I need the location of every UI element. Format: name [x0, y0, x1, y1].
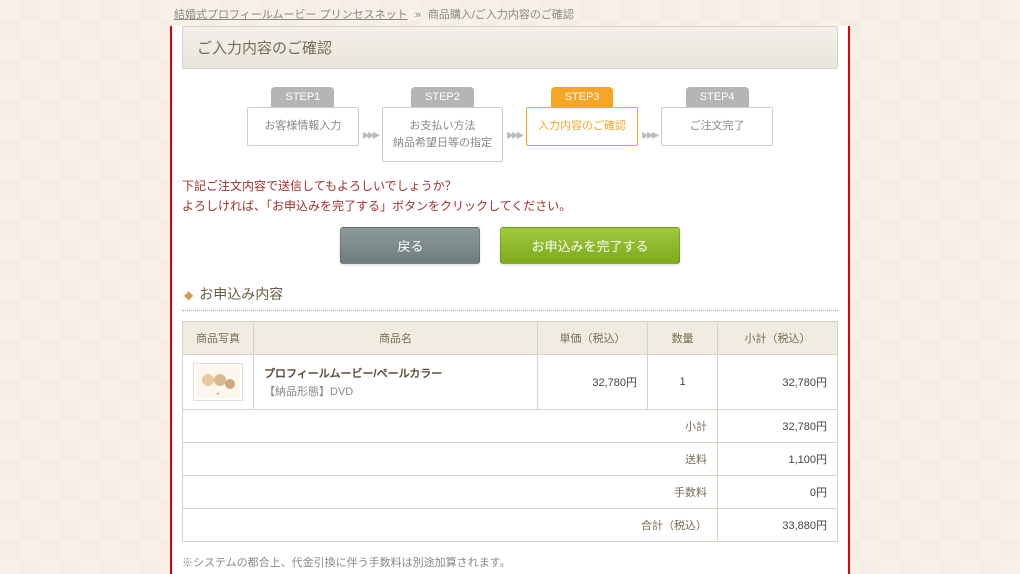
- product-sub: 【納品形態】DVD: [264, 383, 527, 399]
- step-arrow-icon: ▸▸▸: [642, 126, 657, 143]
- step-indicator: STEP1お客様情報入力 ▸▸▸ STEP2お支払い方法納品希望日等の指定 ▸▸▸ ST…: [182, 87, 838, 162]
- step-box: お客様情報入力: [247, 107, 359, 146]
- page-title: ご入力内容のご確認: [182, 26, 838, 69]
- summary-value: 33,880円: [718, 508, 838, 541]
- breadcrumb-home-link[interactable]: 結婚式プロフィールムービー プリンセスネット: [174, 9, 408, 21]
- submit-button[interactable]: お申込みを完了する: [500, 227, 679, 264]
- order-note: ※システムの都合上、代金引換に伴う手数料は別途加算されます。: [182, 554, 838, 570]
- step-arrow-icon: ▸▸▸: [507, 126, 522, 143]
- step-tab: STEP3: [551, 87, 614, 107]
- step-tab: STEP1: [271, 87, 334, 107]
- step-4: STEP4ご注文完了: [661, 87, 773, 146]
- order-header-photo: 商品写真: [183, 321, 254, 354]
- step-arrow-icon: ▸▸▸: [363, 126, 378, 143]
- summary-label: 送料: [183, 442, 718, 475]
- step-box: お支払い方法納品希望日等の指定: [382, 107, 503, 162]
- summary-row: 手数料0円: [183, 475, 838, 508]
- summary-value: 0円: [718, 475, 838, 508]
- step-1: STEP1お客様情報入力: [247, 87, 359, 146]
- instruction-line2: よろしければ、「お申込みを完了する」ボタンをクリックしてください。: [182, 196, 838, 216]
- step-box: 入力内容のご確認: [526, 107, 638, 146]
- summary-row: 小計32,780円: [183, 409, 838, 442]
- back-button[interactable]: 戻る: [340, 227, 480, 264]
- page-container: ご入力内容のご確認 STEP1お客様情報入力 ▸▸▸ STEP2お支払い方法納品希望…: [170, 26, 850, 574]
- breadcrumb-sep: »: [415, 9, 421, 21]
- order-table: 商品写真 商品名 単価（税込） 数量 小計（税込） ♥ プロフィールムービー/ペー…: [182, 321, 838, 542]
- breadcrumb: 結婚式プロフィールムービー プリンセスネット » 商品購入/ご入力内容のご確認: [170, 0, 850, 26]
- order-header-unit: 単価（税込）: [538, 321, 648, 354]
- summary-row: 送料1,100円: [183, 442, 838, 475]
- step-3: STEP3入力内容のご確認: [526, 87, 638, 146]
- summary-label: 合計（税込）: [183, 508, 718, 541]
- order-header-subtotal: 小計（税込）: [718, 321, 838, 354]
- quantity: 1: [648, 354, 718, 409]
- instruction-line1: 下記ご注文内容で送信してもよろしいでしょうか？: [182, 176, 838, 196]
- instruction-text: 下記ご注文内容で送信してもよろしいでしょうか？ よろしければ、「お申込みを完了す…: [182, 176, 838, 217]
- order-header-name: 商品名: [254, 321, 538, 354]
- step-tab: STEP2: [411, 87, 474, 107]
- step-box: ご注文完了: [661, 107, 773, 146]
- unit-price: 32,780円: [538, 354, 648, 409]
- product-thumbnail: ♥: [193, 363, 243, 401]
- product-name: プロフィールムービー/ペールカラー: [264, 365, 527, 381]
- table-row: ♥プロフィールムービー/ペールカラー【納品形態】DVD32,780円132,78…: [183, 354, 838, 409]
- button-row: 戻る お申込みを完了する: [182, 227, 838, 264]
- summary-row: 合計（税込）33,880円: [183, 508, 838, 541]
- summary-value: 32,780円: [718, 409, 838, 442]
- order-header-qty: 数量: [648, 321, 718, 354]
- breadcrumb-current: 商品購入/ご入力内容のご確認: [428, 9, 574, 21]
- product-name-cell: プロフィールムービー/ペールカラー【納品形態】DVD: [254, 354, 538, 409]
- step-tab: STEP4: [686, 87, 749, 107]
- product-photo-cell: ♥: [183, 354, 254, 409]
- summary-label: 手数料: [183, 475, 718, 508]
- row-subtotal: 32,780円: [718, 354, 838, 409]
- step-2: STEP2お支払い方法納品希望日等の指定: [382, 87, 503, 162]
- order-section-title: お申込み内容: [182, 280, 838, 311]
- summary-value: 1,100円: [718, 442, 838, 475]
- summary-label: 小計: [183, 409, 718, 442]
